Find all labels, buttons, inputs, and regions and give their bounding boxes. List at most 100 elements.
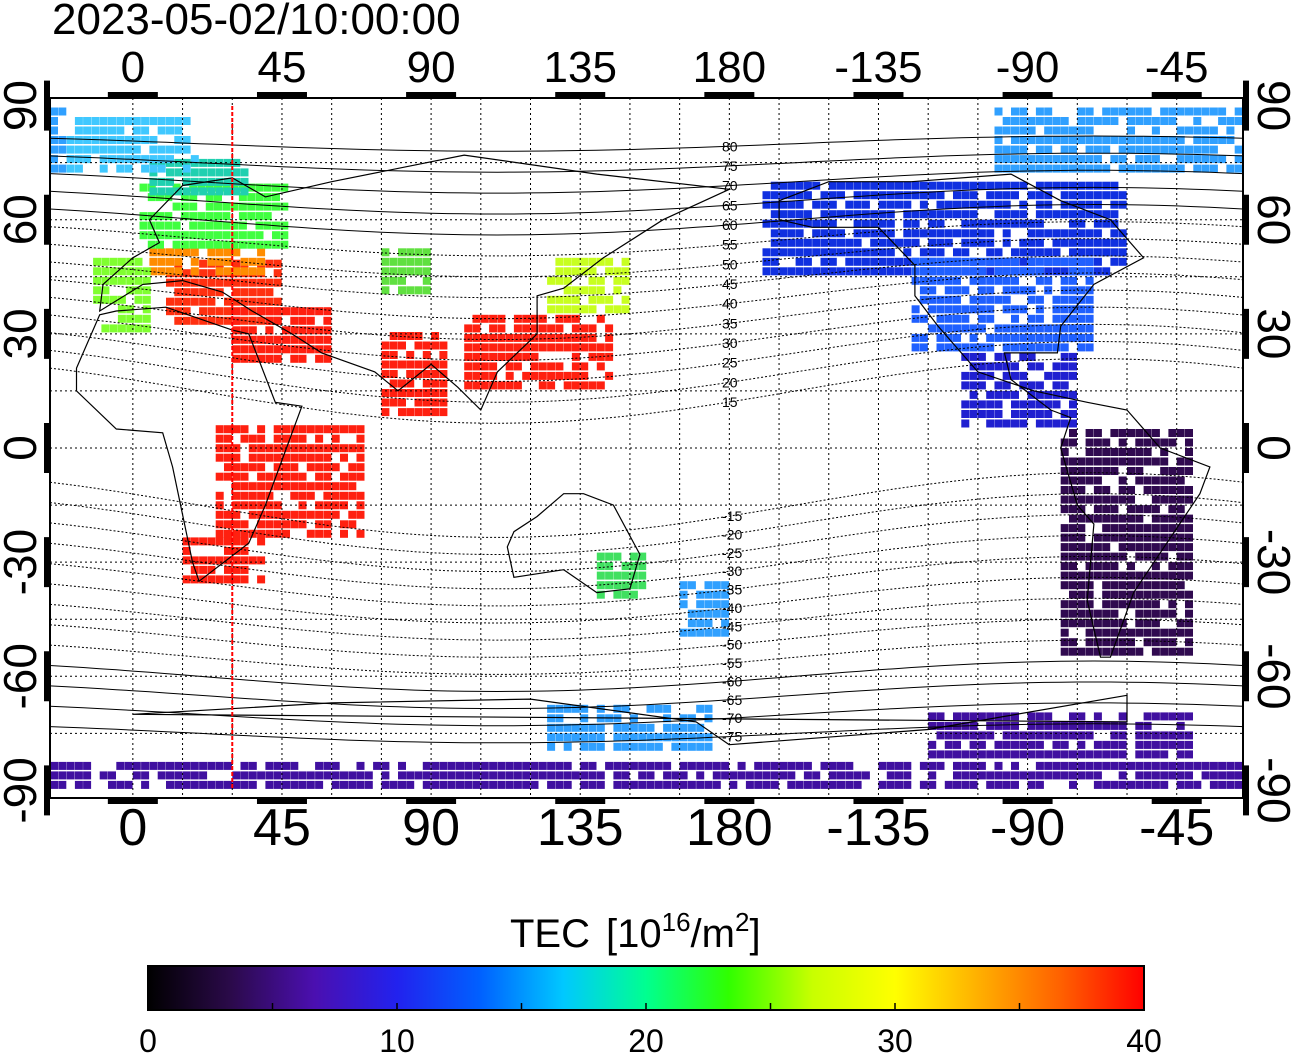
tec-cell (770, 780, 779, 789)
tec-cell (986, 248, 995, 257)
tec-cell (1168, 107, 1177, 116)
tec-cell (861, 267, 870, 276)
tec-cell (126, 286, 135, 295)
tec-cell (265, 326, 274, 335)
tec-cell (190, 257, 199, 266)
tec-cell (91, 145, 100, 154)
tec-cell (986, 410, 995, 418)
tec-cell (571, 324, 580, 333)
tec-cell (224, 168, 232, 177)
tec-cell (994, 126, 1003, 135)
tec-cell (795, 257, 804, 266)
tec-cell (273, 472, 282, 481)
tec-cell (944, 238, 953, 247)
tec-cell (1127, 638, 1135, 647)
tec-cell (1118, 740, 1127, 749)
tec-cell (447, 771, 456, 780)
tec-cell (91, 126, 100, 135)
tec-cell (605, 562, 614, 571)
tec-cell (1069, 761, 1077, 770)
tec-cell (555, 723, 564, 732)
tec-cell (389, 351, 398, 359)
tec-cell (1176, 505, 1185, 514)
tec-cell (1176, 731, 1185, 740)
tec-cell (1052, 305, 1061, 314)
tec-region-new-zealand (679, 581, 730, 637)
tec-cell (439, 360, 448, 369)
tec-cell (257, 472, 266, 481)
tec-cell (895, 771, 903, 780)
tec-cell (1160, 467, 1169, 475)
tec-cell (638, 571, 647, 580)
tec-cell (1110, 514, 1119, 523)
tec-cell (1035, 333, 1044, 342)
tec-cell (406, 771, 415, 780)
tec-cell (1102, 117, 1111, 125)
tec-cell (795, 238, 804, 247)
tec-cell (74, 761, 83, 770)
tec-cell (1069, 419, 1077, 428)
tec-cell (1019, 305, 1028, 314)
tec-cell (969, 305, 978, 314)
tec-cell (795, 761, 804, 770)
tec-cell (1069, 571, 1077, 580)
tec-cell (323, 510, 332, 519)
tec-cell (953, 276, 961, 285)
tec-cell (248, 510, 257, 519)
tec-cell (1110, 238, 1119, 247)
tec-cell (779, 229, 788, 238)
tec-cell (613, 723, 622, 732)
tec-cell (1102, 581, 1111, 590)
tec-cell (1035, 238, 1044, 247)
tec-cell (1185, 571, 1193, 580)
tec-cell (398, 771, 406, 780)
tec-cell (1151, 533, 1160, 542)
tec-cell (1176, 476, 1185, 485)
tec-cell (1019, 771, 1028, 780)
tec-cell (721, 600, 730, 609)
tec-cell (1209, 164, 1218, 173)
tec-cell (1077, 210, 1086, 219)
tec-cell (1160, 712, 1169, 721)
tec-cell (977, 400, 986, 409)
tec-cell (190, 771, 199, 780)
tec-cell (563, 771, 572, 780)
tec-cell (323, 529, 332, 538)
tec-cell (779, 238, 788, 247)
tec-cell (1035, 276, 1044, 285)
tec-cell (331, 780, 340, 789)
tec-cell (1102, 219, 1111, 228)
tec-cell (828, 761, 837, 770)
tec-cell (986, 276, 995, 285)
tec-cell (1019, 352, 1028, 361)
tec-cell (224, 546, 232, 555)
tec-cell (265, 288, 274, 297)
tec-cell (1011, 419, 1019, 428)
tec-cell (721, 771, 730, 780)
tec-cell (224, 278, 232, 287)
tec-cell (117, 314, 126, 323)
tec-cell (489, 780, 498, 789)
tec-cell (1044, 267, 1053, 276)
tec-cell (1077, 343, 1086, 352)
contour-line (50, 555, 1243, 607)
tec-cell (58, 136, 67, 144)
tec-cell (199, 565, 208, 574)
tec-cell (1135, 581, 1144, 590)
tec-cell (621, 305, 630, 314)
tec-cell (263, 202, 272, 211)
tec-cell (1002, 257, 1011, 266)
tec-cell (1135, 505, 1144, 514)
tec-cell (1102, 740, 1111, 749)
tec-cell (828, 181, 837, 190)
tec-cell (1118, 164, 1127, 173)
tec-cell (247, 202, 256, 211)
tec-cell (422, 379, 431, 388)
tec-cell (1002, 419, 1011, 428)
tec-cell (547, 295, 556, 304)
tec-cell (596, 362, 605, 371)
tec-cell (240, 288, 249, 297)
tec-cell (1011, 362, 1019, 371)
tec-cell (1027, 400, 1036, 409)
tec-cell (265, 529, 274, 538)
